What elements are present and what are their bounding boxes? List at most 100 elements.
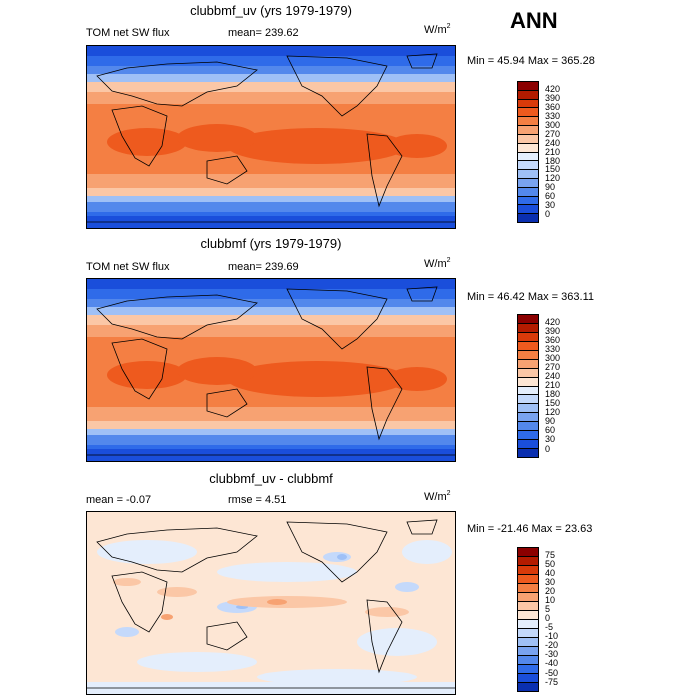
- colorbar-middle-swatch: [518, 395, 538, 405]
- colorbar-middle-swatch: [518, 341, 538, 351]
- colorbar-top-label: 390: [545, 93, 561, 103]
- colorbar-top-label: 150: [545, 164, 561, 174]
- colorbar-bottom-label: -20: [545, 640, 559, 650]
- colorbar-top-label: 240: [545, 138, 561, 148]
- panel-top-map: [86, 45, 456, 229]
- colorbar-top-label: 180: [545, 156, 561, 166]
- panel-middle-mean: mean= 239.69: [228, 261, 299, 273]
- colorbar-bottom-label: 40: [545, 568, 556, 578]
- colorbar-middle-label: 60: [545, 425, 556, 435]
- colorbar-middle-swatch: [518, 368, 538, 378]
- colorbar-top: [517, 81, 539, 223]
- colorbar-middle-label: 300: [545, 353, 561, 363]
- colorbar-middle-swatch: [518, 449, 538, 457]
- panel-top-units: W/m2: [424, 23, 451, 36]
- colorbar-top-swatch: [518, 205, 538, 215]
- colorbar-bottom-swatch: [518, 665, 538, 674]
- colorbar-middle-swatch: [518, 386, 538, 396]
- colorbar-top-swatch: [518, 108, 538, 118]
- season-label: ANN: [510, 8, 558, 33]
- colorbar-top-swatch: [518, 196, 538, 206]
- colorbar-bottom-label: 50: [545, 559, 556, 569]
- colorbar-middle-label: 330: [545, 344, 561, 354]
- colorbar-middle-label: 270: [545, 362, 561, 372]
- colorbar-bottom-swatch: [518, 557, 538, 566]
- panel-bottom-minmax: Min = -21.46 Max = 23.63: [467, 523, 593, 535]
- panel-middle-map: [86, 278, 456, 462]
- panel-top-variable: TOM net SW flux: [86, 27, 170, 39]
- colorbar-middle-swatch: [518, 431, 538, 441]
- colorbar-top-label: 270: [545, 129, 561, 139]
- colorbar-middle-swatch: [518, 440, 538, 450]
- colorbar-top-swatch: [518, 134, 538, 144]
- colorbar-top-swatch: [518, 152, 538, 162]
- map-field-middle: [87, 279, 455, 461]
- colorbar-middle-labels: 420 390 360 330 300 270 240 210 180 150 …: [545, 314, 585, 458]
- colorbar-bottom-label: -40: [545, 658, 559, 668]
- panel-top-title: clubbmf_uv (yrs 1979-1979): [190, 3, 352, 18]
- colorbar-bottom-swatch: [518, 656, 538, 665]
- colorbar-bottom-swatch: [518, 638, 538, 647]
- colorbar-bottom-labels: 75 50 40 30 20 10 5 0 -5 -10 -20 -30 -40…: [545, 547, 585, 692]
- colorbar-bottom-label: 30: [545, 577, 556, 587]
- colorbar-bottom-swatch: [518, 548, 538, 557]
- colorbar-top-swatch: [518, 170, 538, 179]
- colorbar-top-label: 360: [545, 102, 561, 112]
- colorbar-bottom-swatch: [518, 674, 538, 683]
- colorbar-top-label: 420: [545, 84, 561, 94]
- colorbar-top-label: 60: [545, 191, 556, 201]
- colorbar-bottom-swatch: [518, 602, 538, 611]
- panel-bottom-mean: mean = -0.07: [86, 494, 152, 506]
- colorbar-bottom-swatch: [518, 647, 538, 656]
- colorbar-middle-label: 120: [545, 407, 561, 417]
- colorbar-middle-label: 180: [545, 389, 561, 399]
- colorbar-top-swatch: [518, 126, 538, 135]
- colorbar-top-swatch: [518, 99, 538, 109]
- colorbar-bottom-swatch: [518, 593, 538, 602]
- colorbar-middle: [517, 314, 539, 458]
- colorbar-bottom-label: -50: [545, 668, 559, 678]
- colorbar-top-label: 30: [545, 200, 556, 210]
- map-field-bottom: [87, 512, 455, 694]
- colorbar-top-swatch: [518, 82, 538, 91]
- colorbar-middle-swatch: [518, 332, 538, 342]
- colorbar-top-swatch: [518, 214, 538, 222]
- colorbar-top-swatch: [518, 90, 538, 100]
- colorbar-middle-swatch: [518, 377, 538, 387]
- colorbar-bottom-label: 0: [545, 613, 551, 623]
- panel-bottom-title: clubbmf_uv - clubbmf: [209, 471, 333, 486]
- panel-top-mean: mean= 239.62: [228, 27, 299, 39]
- colorbar-middle-swatch: [518, 413, 538, 423]
- colorbar-bottom: [517, 547, 539, 692]
- colorbar-middle-swatch: [518, 422, 538, 432]
- colorbar-top-label: 210: [545, 147, 561, 157]
- colorbar-middle-label: 390: [545, 326, 561, 336]
- colorbar-top-label: 330: [545, 111, 561, 121]
- colorbar-middle-label: 150: [545, 398, 561, 408]
- colorbar-top-label: 90: [545, 182, 556, 192]
- colorbar-middle-label: 420: [545, 317, 561, 327]
- colorbar-bottom-label: 5: [545, 604, 551, 614]
- panel-middle-variable: TOM net SW flux: [86, 261, 170, 273]
- colorbar-bottom-swatch: [518, 584, 538, 593]
- panel-middle-units: W/m2: [424, 257, 451, 270]
- colorbar-bottom-swatch: [518, 683, 538, 691]
- colorbar-bottom-swatch: [518, 620, 538, 629]
- colorbar-top-swatch: [518, 161, 538, 171]
- map-field-top: [87, 46, 455, 228]
- colorbar-bottom-label: -75: [545, 677, 559, 687]
- colorbar-middle-label: 30: [545, 434, 556, 444]
- panel-middle-minmax: Min = 46.42 Max = 363.11: [467, 291, 594, 303]
- colorbar-bottom-label: 20: [545, 586, 556, 596]
- colorbar-middle-swatch: [518, 359, 538, 369]
- colorbar-middle-swatch: [518, 315, 538, 324]
- colorbar-bottom-swatch: [518, 566, 538, 575]
- colorbar-bottom-label: -5: [545, 622, 554, 632]
- colorbar-middle-label: 240: [545, 371, 561, 381]
- colorbar-middle-label: 90: [545, 416, 556, 426]
- colorbar-top-label: 0: [545, 209, 551, 219]
- colorbar-top-swatch: [518, 143, 538, 153]
- panel-bottom-rmse: rmse = 4.51: [228, 494, 287, 506]
- colorbar-middle-label: 0: [545, 444, 551, 454]
- panel-bottom-map: [86, 511, 456, 695]
